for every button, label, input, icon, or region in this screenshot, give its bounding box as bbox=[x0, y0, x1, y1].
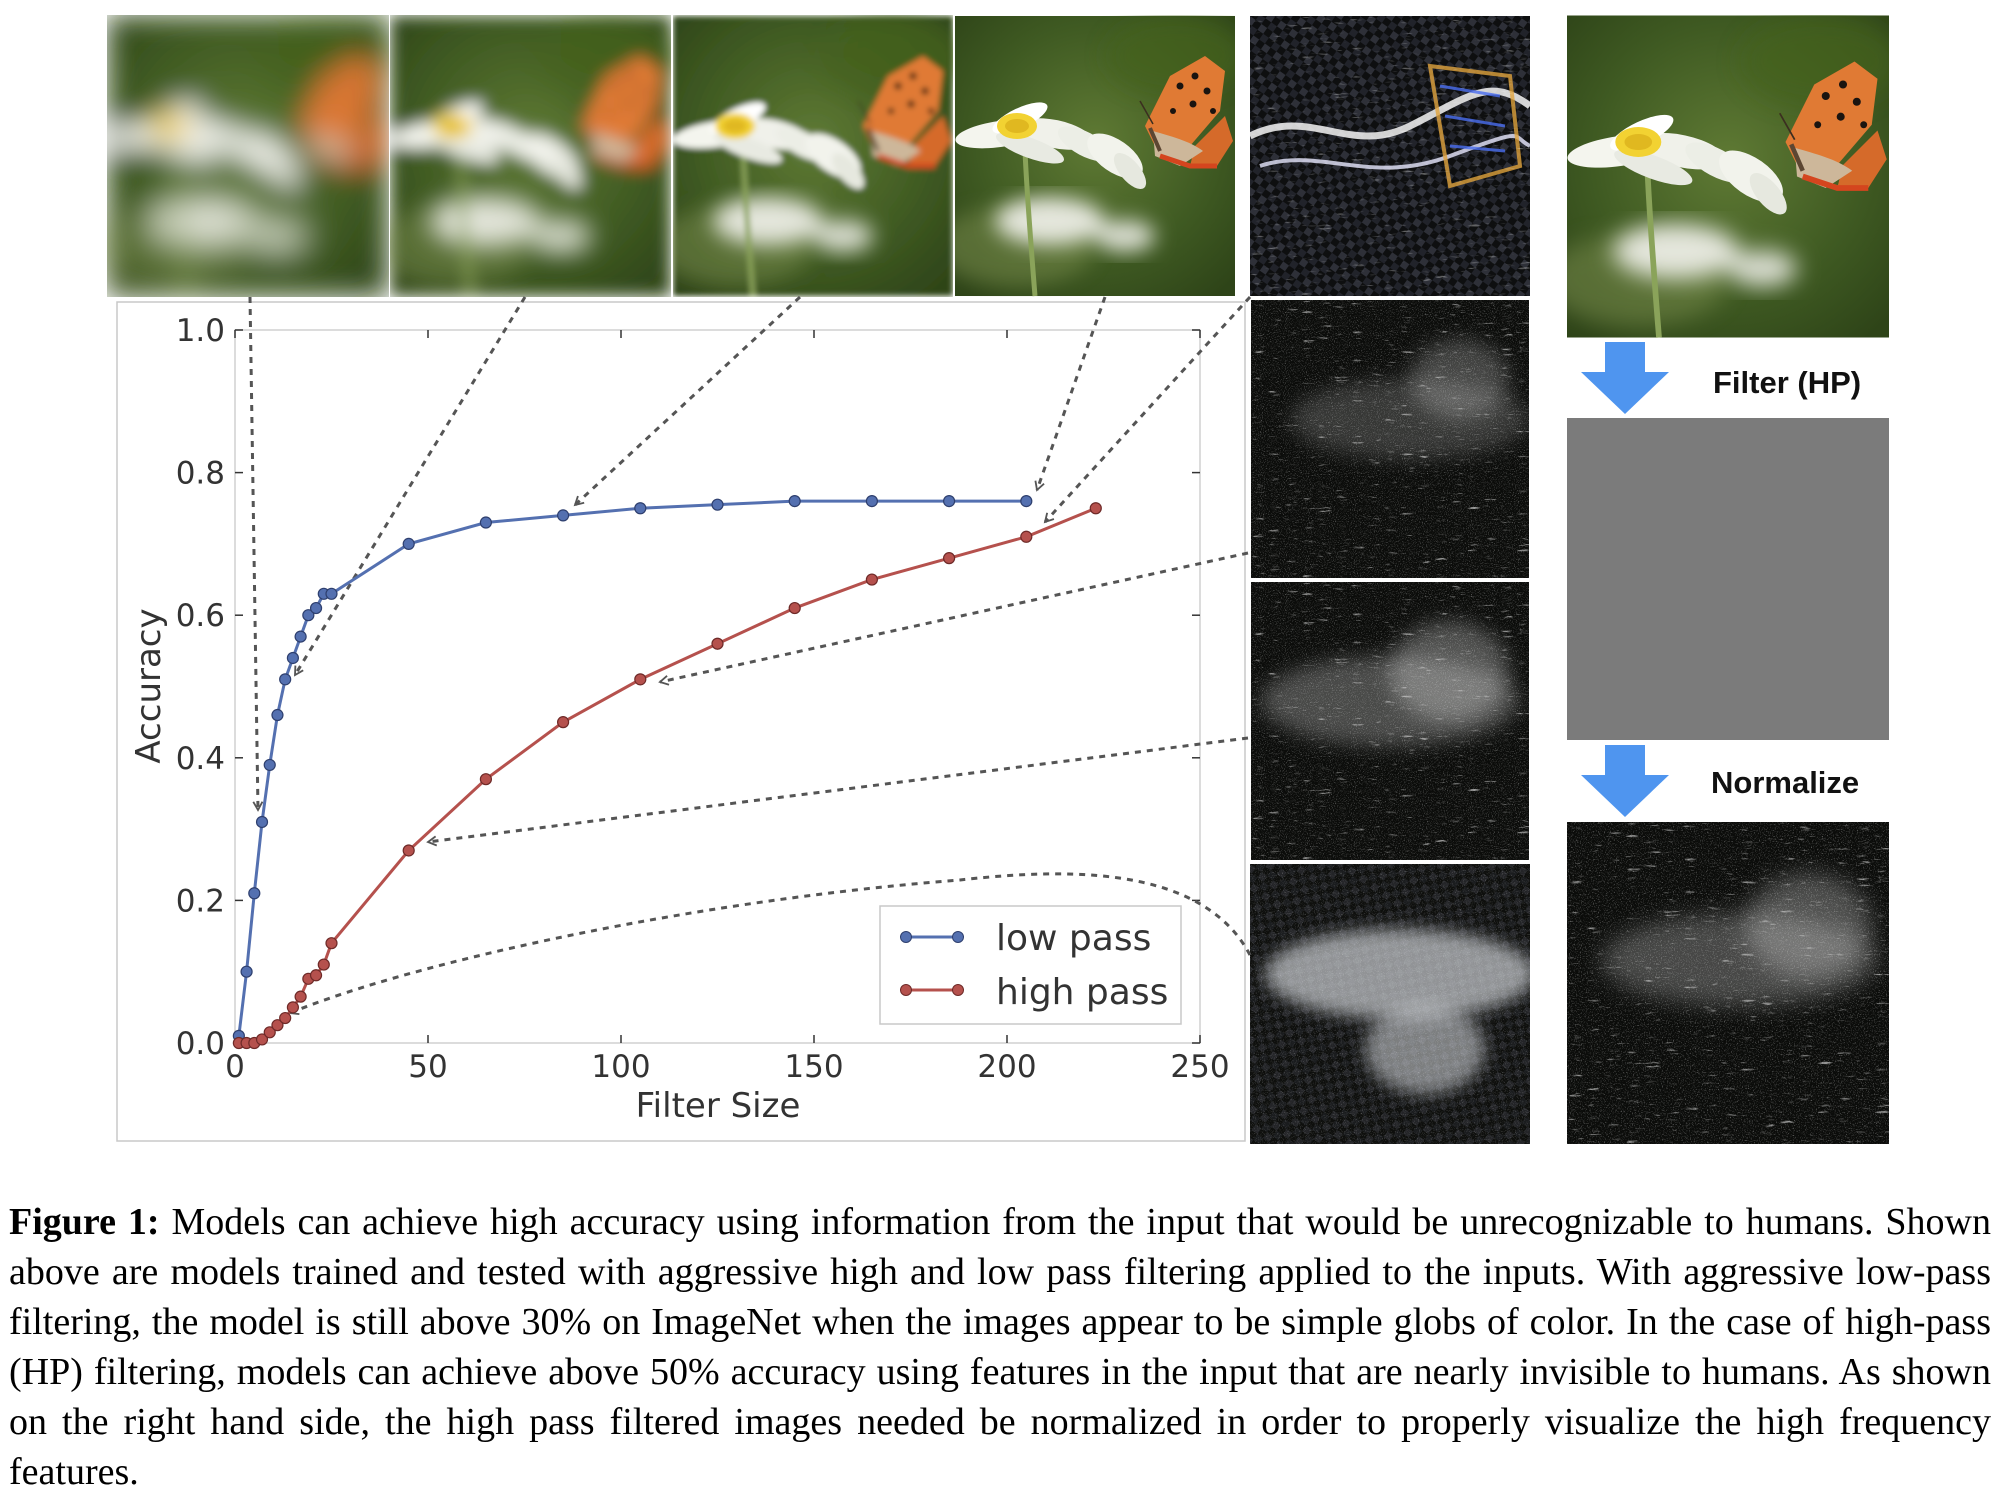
guide-arrow bbox=[293, 296, 527, 675]
normalize-arrow-icon bbox=[1581, 745, 1669, 817]
accuracy-chart: 0.0 0.2 0.4 0.6 0.8 1.0 0 50 100 150 200 250 Filte… bbox=[129, 295, 1252, 1126]
lowpass-image-4 bbox=[935, 16, 1245, 296]
data-point bbox=[788, 601, 801, 615]
normalize-label: Normalize bbox=[1711, 765, 1859, 800]
highpass-image-2 bbox=[1251, 582, 1529, 860]
y-tick-label: 0.6 bbox=[176, 598, 225, 634]
data-point bbox=[711, 498, 724, 511]
data-point bbox=[634, 502, 647, 515]
data-point bbox=[263, 1026, 276, 1039]
data-point bbox=[255, 1033, 269, 1046]
data-point bbox=[286, 1001, 299, 1014]
data-point bbox=[942, 495, 956, 508]
guide-arrow bbox=[428, 736, 1249, 842]
data-point bbox=[294, 990, 307, 1003]
lowpass-image-2 bbox=[370, 16, 681, 297]
caption-label: Figure 1: bbox=[9, 1201, 160, 1243]
data-point bbox=[479, 516, 492, 529]
y-tick-label: 0.0 bbox=[176, 1026, 225, 1062]
data-point bbox=[302, 609, 315, 622]
x-tick-label: 200 bbox=[977, 1049, 1036, 1085]
data-point bbox=[865, 573, 879, 586]
guide-arrow bbox=[660, 551, 1249, 682]
highpass-image-3 bbox=[1250, 864, 1530, 1144]
data-point bbox=[317, 958, 330, 971]
data-point bbox=[279, 673, 292, 686]
y-axis: 0.0 0.2 0.4 0.6 0.8 1.0 bbox=[176, 313, 1200, 1062]
data-point bbox=[556, 509, 570, 522]
guide-arrow bbox=[1037, 296, 1107, 490]
legend-high-pass-marker bbox=[900, 984, 912, 996]
guide-arrow bbox=[1045, 295, 1252, 522]
arrow-head bbox=[1581, 775, 1669, 817]
original-image bbox=[1544, 16, 1901, 338]
data-point bbox=[634, 673, 647, 686]
data-point bbox=[402, 844, 415, 857]
x-tick-label: 150 bbox=[784, 1049, 843, 1085]
data-point bbox=[263, 758, 276, 772]
filter-hp-label: Filter (HP) bbox=[1713, 365, 1861, 400]
y-tick-label: 0.8 bbox=[176, 456, 225, 492]
arrow-shaft bbox=[1605, 745, 1645, 775]
x-tick-label: 100 bbox=[591, 1049, 650, 1085]
highpass-image-top bbox=[1250, 16, 1530, 296]
data-point bbox=[1020, 495, 1033, 508]
filtered-gray-image bbox=[1567, 418, 1889, 740]
legend-low-pass-marker bbox=[952, 931, 964, 943]
data-point bbox=[309, 601, 323, 615]
data-point bbox=[556, 716, 570, 729]
filter-hp-arrow-icon bbox=[1581, 342, 1669, 414]
data-point bbox=[942, 552, 956, 565]
data-point bbox=[788, 495, 801, 508]
caption-text: Models can achieve high accuracy using i… bbox=[9, 1201, 1991, 1493]
y-tick-label: 0.4 bbox=[176, 741, 225, 777]
series-layer bbox=[232, 495, 1102, 1050]
data-point bbox=[271, 708, 284, 722]
y-tick-label: 1.0 bbox=[176, 313, 225, 349]
x-tick-label: 0 bbox=[225, 1049, 245, 1085]
dashed-guide-arrows bbox=[248, 295, 1252, 1013]
data-point bbox=[255, 815, 269, 829]
x-axis: 0 50 100 150 200 250 bbox=[225, 330, 1230, 1085]
guide-arrow bbox=[575, 295, 802, 505]
data-point bbox=[294, 630, 307, 643]
data-point bbox=[711, 637, 724, 650]
lowpass-image-3 bbox=[653, 16, 963, 296]
arrow-head bbox=[1581, 372, 1669, 414]
legend-low-pass-marker bbox=[900, 931, 912, 943]
data-point bbox=[271, 1019, 284, 1032]
data-point bbox=[402, 537, 415, 551]
arrow-shaft bbox=[1605, 342, 1645, 372]
x-axis-label: Filter Size bbox=[636, 1086, 801, 1126]
guide-arrow bbox=[248, 296, 258, 810]
data-point bbox=[1089, 502, 1102, 515]
legend-high-pass-label: high pass bbox=[996, 972, 1168, 1013]
data-point bbox=[865, 495, 879, 508]
data-point bbox=[325, 587, 338, 600]
series-line-low-pass bbox=[237, 499, 1027, 1037]
x-tick-label: 50 bbox=[408, 1049, 447, 1085]
highpass-image-1 bbox=[1251, 300, 1529, 578]
data-point bbox=[479, 773, 492, 786]
figure-caption: Figure 1: Models can achieve high accura… bbox=[9, 1197, 1991, 1497]
normalized-image bbox=[1567, 822, 1889, 1144]
data-point bbox=[325, 937, 338, 950]
data-point bbox=[248, 887, 261, 900]
x-tick-label: 250 bbox=[1170, 1049, 1229, 1085]
y-axis-label: Accuracy bbox=[129, 608, 169, 763]
data-point bbox=[240, 965, 253, 978]
legend: low pass high pass bbox=[879, 905, 1182, 1025]
legend-box bbox=[879, 905, 1182, 1025]
figure-1: Filter (HP) Normalize 0.0 0.2 0.4 0.6 0.8 1.0… bbox=[0, 0, 1901, 1144]
legend-low-pass-label: low pass bbox=[996, 918, 1151, 959]
lowpass-image-1 bbox=[87, 15, 399, 297]
legend-high-pass-marker bbox=[952, 984, 964, 996]
y-tick-label: 0.2 bbox=[176, 883, 225, 919]
data-point bbox=[286, 651, 299, 665]
data-point bbox=[1020, 530, 1033, 543]
data-point bbox=[279, 1011, 292, 1025]
data-point bbox=[309, 969, 323, 982]
plot-area bbox=[234, 329, 1201, 1044]
